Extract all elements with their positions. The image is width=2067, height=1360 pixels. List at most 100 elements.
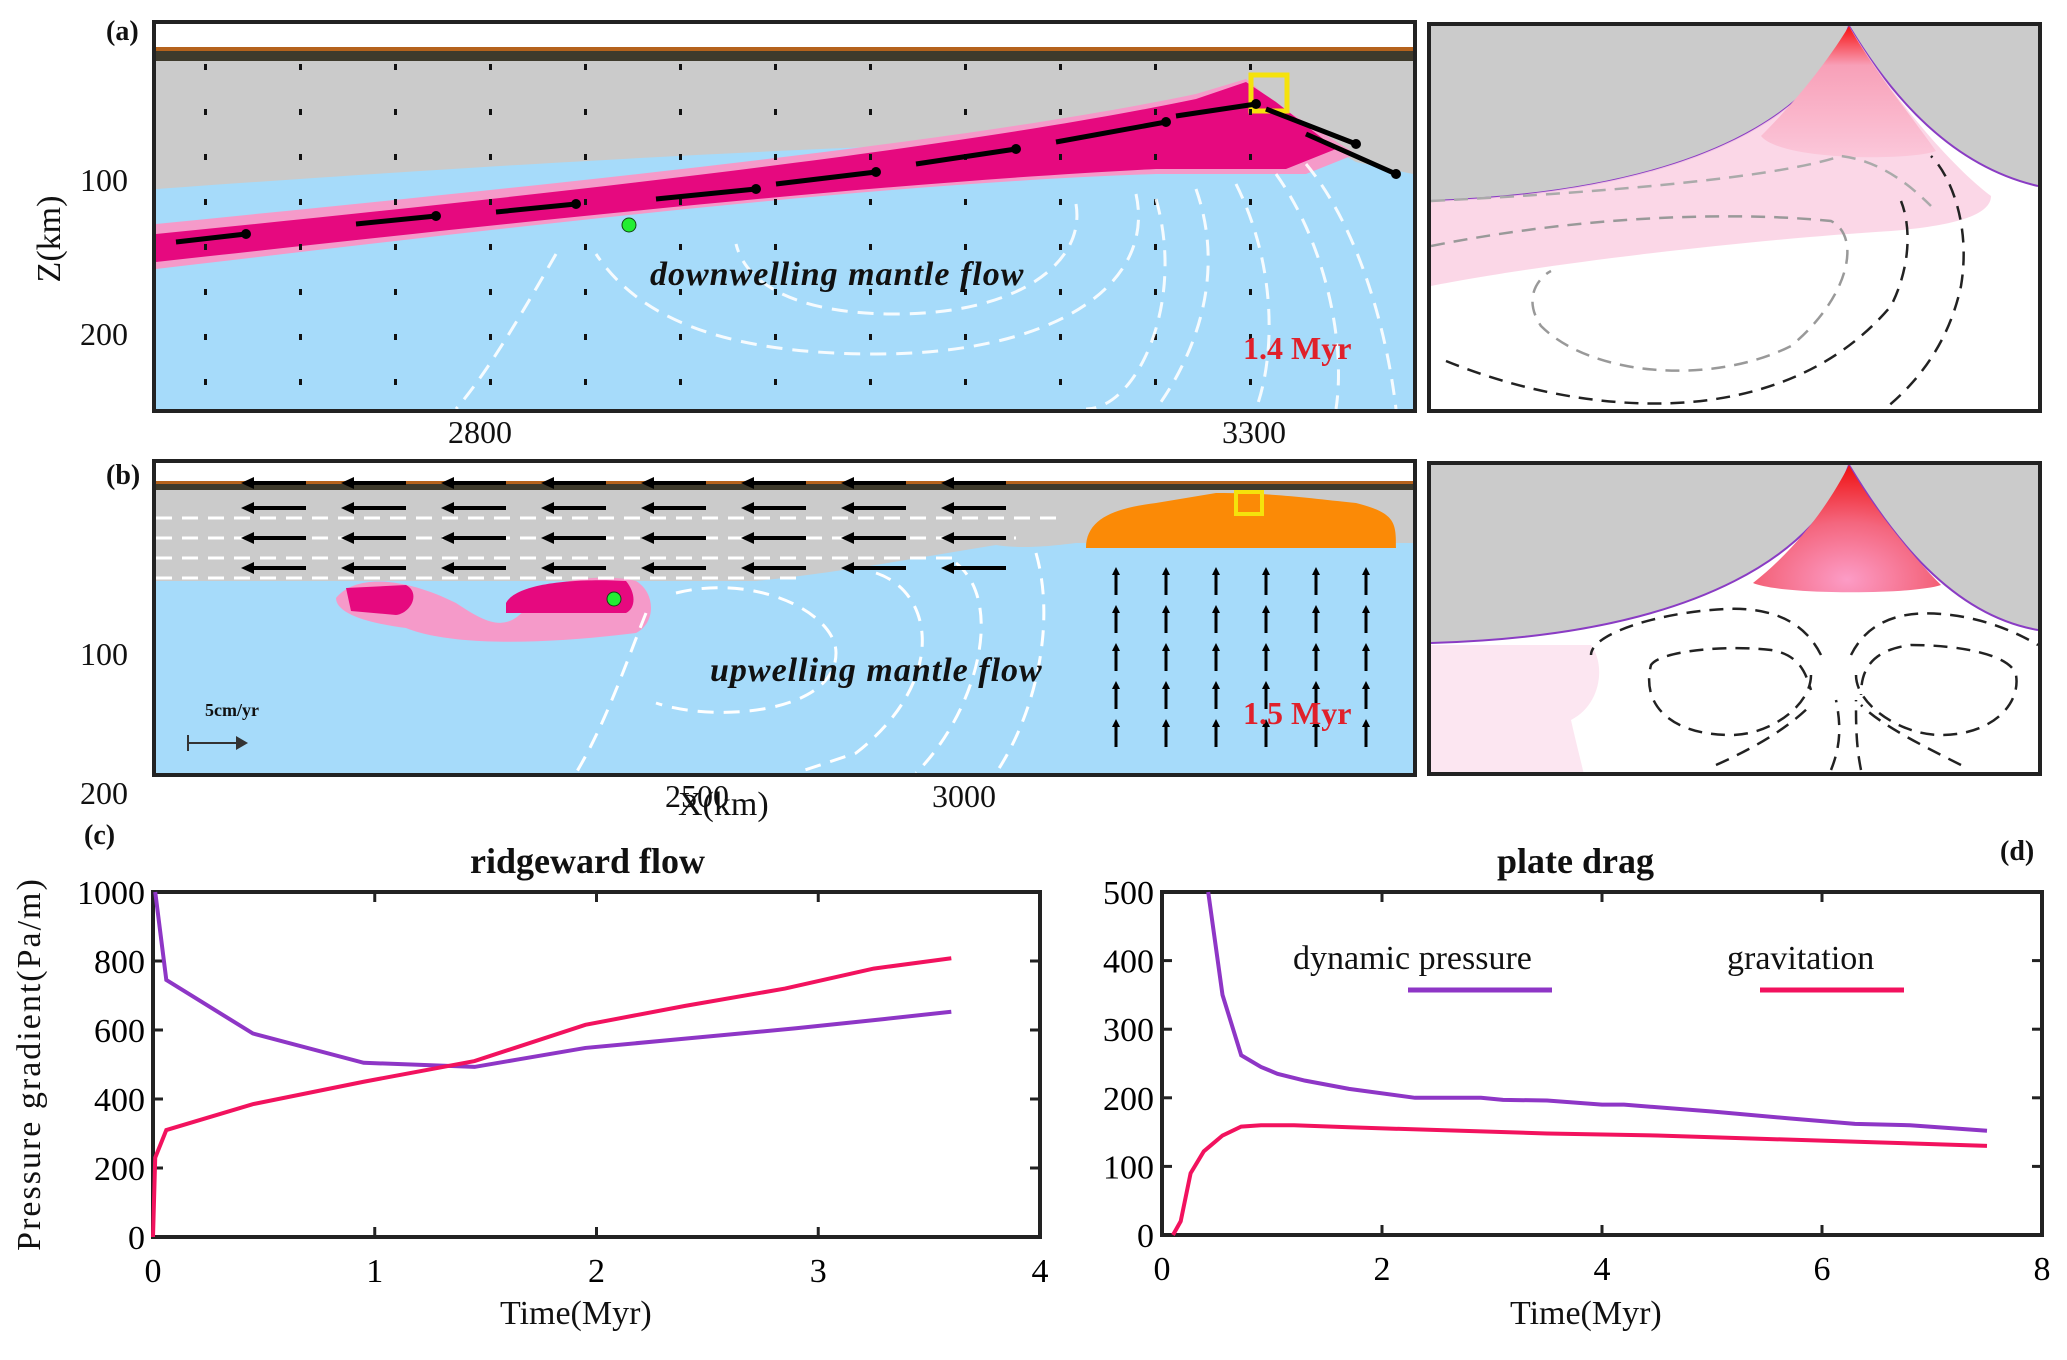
velocity-vector xyxy=(204,109,207,115)
velocity-vector xyxy=(1154,109,1157,115)
velocity-vector xyxy=(204,199,207,205)
streamlines xyxy=(454,163,1398,409)
x-tick-label: 2 xyxy=(1374,1251,1391,1288)
y-tick-label: 200 xyxy=(1103,1081,1154,1118)
tracer-marker xyxy=(606,591,622,607)
panel-a-schematic-svg xyxy=(1431,26,2038,409)
velocity-vector xyxy=(679,199,682,205)
velocity-arrows xyxy=(241,477,1370,747)
panel-a-label: (a) xyxy=(106,16,139,47)
velocity-vector xyxy=(204,379,207,385)
velocity-vector xyxy=(964,334,967,340)
panel-a-top-xtick: 3300 xyxy=(1222,414,1286,450)
tracer-marker xyxy=(621,217,637,233)
panel-a-schematic xyxy=(1427,22,2042,413)
panel-c-label: (c) xyxy=(84,820,116,851)
velocity-vector xyxy=(679,289,682,295)
lithosphere-schematic xyxy=(1431,465,2038,643)
chart-d-xlabel: Time(Myr) xyxy=(1510,1295,1662,1332)
panel-b-schematic-svg xyxy=(1431,465,2038,772)
air-layer xyxy=(156,463,1413,481)
velocity-arrow xyxy=(1304,131,1398,177)
velocity-vector xyxy=(299,109,302,115)
velocity-vector xyxy=(1059,379,1062,385)
crust-dark xyxy=(156,481,1413,490)
velocity-vector xyxy=(1059,334,1062,340)
velocity-vector xyxy=(679,109,682,115)
velocity-vector xyxy=(489,244,492,250)
panel-a-ylabel: Z(km) xyxy=(31,195,68,283)
velocity-vector xyxy=(869,199,872,205)
legend-gravitation: gravitation xyxy=(1727,940,1875,977)
velocity-vector xyxy=(1249,244,1252,250)
velocity-vector xyxy=(584,244,587,250)
velocity-vector xyxy=(394,154,397,160)
x-tick-label: 3 xyxy=(810,1253,827,1290)
velocity-vector xyxy=(869,154,872,160)
slab-fragment xyxy=(506,580,634,613)
velocity-vector xyxy=(489,199,492,205)
velocity-vector xyxy=(584,334,587,340)
velocity-vector xyxy=(679,379,682,385)
panel-b-schematic xyxy=(1427,461,2042,776)
plot-frame xyxy=(151,890,1042,1239)
series-line-gravitation xyxy=(151,956,952,1238)
y-tick-label: 500 xyxy=(1103,875,1154,912)
velocity-vector xyxy=(489,154,492,160)
velocity-arrow xyxy=(495,201,577,215)
velocity-vector xyxy=(584,64,587,70)
series-line-dynamic-pressure xyxy=(153,891,952,1069)
velocity-vector xyxy=(774,379,777,385)
velocity-vector xyxy=(584,289,587,295)
velocity-vector xyxy=(299,244,302,250)
y-tick-label: 100 xyxy=(1103,1149,1154,1186)
panel-a-ytick: 100 xyxy=(80,162,128,198)
chart-c-plot: 0 1 2 3 4 0 200 400 600 800 1000 xyxy=(77,875,1049,1290)
velocity-vector xyxy=(584,154,587,160)
chart-d-plot: 0 2 4 6 8 0 100 200 300 400 500 xyxy=(1103,875,2051,1288)
velocity-vector xyxy=(869,109,872,115)
crust-brown xyxy=(156,47,1413,51)
velocity-vector xyxy=(679,244,682,250)
panel-b-flow-annotation: upwelling mantle flow xyxy=(710,652,1043,689)
panel-b-label: (b) xyxy=(106,460,141,491)
velocity-arrow xyxy=(1055,119,1167,145)
velocity-vector xyxy=(774,109,777,115)
chart-c-xlabel: Time(Myr) xyxy=(500,1295,652,1332)
panel-a-model-svg xyxy=(156,24,1413,409)
velocity-vector xyxy=(489,64,492,70)
velocity-arrow xyxy=(775,169,877,187)
legend-dynamic-pressure: dynamic pressure xyxy=(1293,940,1532,977)
panel-d-label: (d) xyxy=(2000,836,2035,867)
velocity-vector xyxy=(1154,289,1157,295)
x-tick-label: 8 xyxy=(2034,1251,2051,1288)
lithosphere-schematic xyxy=(1431,26,2038,201)
velocity-vector xyxy=(964,64,967,70)
panel-b-model-plot xyxy=(152,459,1417,777)
velocity-vector xyxy=(394,199,397,205)
plot-frame xyxy=(1160,890,2044,1237)
velocity-vector xyxy=(299,64,302,70)
velocity-vector xyxy=(299,334,302,340)
velocity-vector xyxy=(964,199,967,205)
velocity-vector xyxy=(1249,334,1252,340)
velocity-vector xyxy=(1249,109,1252,115)
velocity-vector xyxy=(204,154,207,160)
velocity-vector xyxy=(1249,379,1252,385)
velocity-vector xyxy=(299,199,302,205)
y-tick-label: 1000 xyxy=(77,875,145,912)
x-tick-label: 2 xyxy=(588,1253,605,1290)
panel-a-flow-annotation: downwelling mantle flow xyxy=(650,256,1025,293)
velocity-vector xyxy=(1249,289,1252,295)
velocity-vector xyxy=(774,289,777,295)
velocity-vector xyxy=(964,379,967,385)
velocity-vector xyxy=(679,154,682,160)
velocity-vector xyxy=(584,199,587,205)
chart-c-title: ridgeward flow xyxy=(470,841,705,881)
scale-arrow xyxy=(187,735,248,751)
velocity-vector xyxy=(1059,244,1062,250)
slab xyxy=(156,82,1336,262)
highlight-box xyxy=(1234,490,1264,516)
panel-b-xtick: 2500 xyxy=(665,778,729,814)
velocity-vector xyxy=(394,289,397,295)
